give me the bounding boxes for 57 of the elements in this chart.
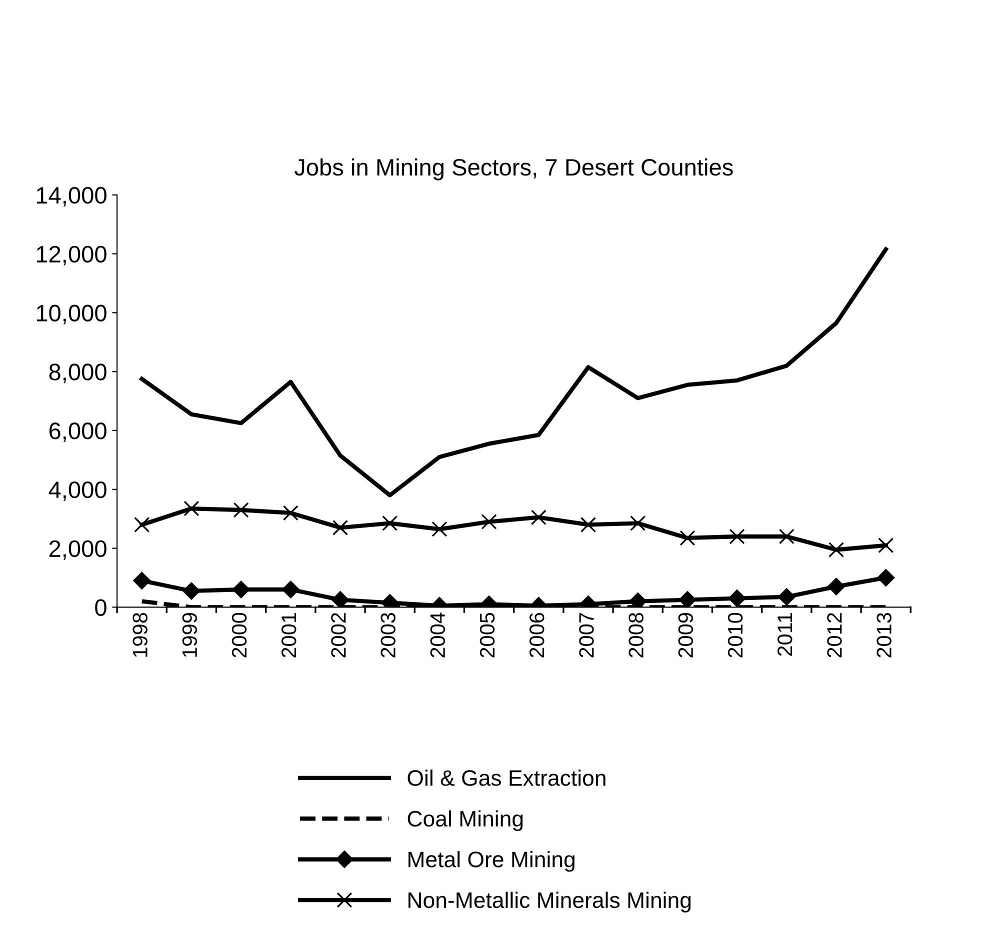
x-tick-label: 1998 [132, 612, 148, 657]
point [877, 569, 895, 586]
x-tick-label: 2004 [430, 612, 446, 658]
point [182, 582, 200, 600]
point [778, 588, 796, 606]
y-tick-label: 0 [95, 599, 106, 616]
x-tick-label: 2012 [827, 613, 842, 658]
point [878, 538, 894, 554]
point [580, 516, 596, 532]
point [481, 514, 497, 530]
x-tick-label: 2006 [529, 612, 544, 658]
point [630, 515, 646, 532]
x-tick-label: 2009 [678, 613, 694, 658]
point [680, 530, 696, 546]
point [184, 500, 200, 516]
y-tick-label: 6,000 [49, 422, 106, 442]
point [282, 580, 300, 598]
point [432, 521, 448, 537]
x-tick-label: 2003 [380, 612, 396, 658]
x-tick-label: 1999 [182, 613, 198, 657]
point [729, 528, 745, 544]
x-tick-label: 2005 [480, 612, 495, 658]
point [382, 515, 398, 532]
legend-label: Oil & Gas Extraction [408, 770, 606, 786]
point [282, 505, 298, 521]
y-tick-label: 10,000 [36, 304, 106, 324]
y-tick-label: 14,000 [36, 186, 106, 206]
point [778, 528, 794, 544]
x-tick-label: 2010 [728, 612, 743, 658]
y-tick-label: 8,000 [49, 364, 106, 384]
x-tick-label: 2013 [876, 612, 892, 658]
y-tick-label: 2,000 [49, 540, 106, 560]
x-tick-label: 2002 [331, 613, 346, 658]
point [530, 510, 546, 526]
chart-title: Jobs in Mining Sectors, 7 Desert Counties [294, 158, 733, 180]
point [332, 591, 349, 608]
point [332, 520, 348, 536]
point [133, 572, 151, 590]
point [828, 542, 844, 558]
legend-label: Metal Ore Mining [408, 851, 574, 872]
point [728, 590, 746, 608]
point [629, 592, 647, 608]
point [134, 516, 150, 532]
x-tick-label: 2000 [232, 612, 247, 658]
line-series [140, 247, 888, 498]
x-tick-label: 2007 [579, 613, 594, 658]
point [232, 580, 250, 598]
legend-label: Non-Metallic Minerals Mining [408, 892, 691, 912]
point [233, 502, 249, 518]
point [678, 591, 696, 608]
point [828, 578, 845, 596]
x-tick-label: 2001 [281, 613, 296, 658]
x-tick-label: 2011 [777, 613, 792, 656]
x-tick-label: 2008 [628, 612, 644, 658]
legend-label: Coal Mining [408, 810, 523, 832]
y-tick-label: 4,000 [48, 481, 106, 501]
y-tick-label: 12,000 [36, 246, 106, 266]
